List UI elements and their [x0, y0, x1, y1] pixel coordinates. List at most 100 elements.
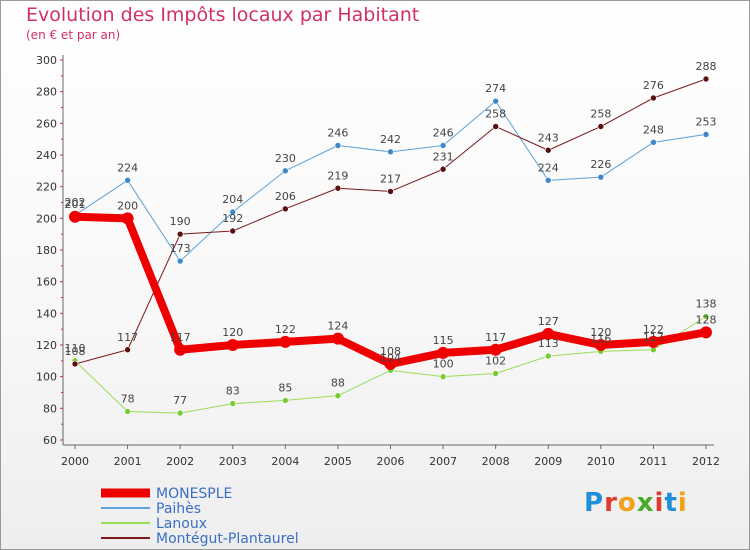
data-label-mont-gut-plantaurel: 219 [327, 169, 348, 182]
data-point-monesple [647, 335, 660, 348]
data-label-lanoux: 116 [590, 332, 611, 345]
axes: 60 80 100 120 140 160 180 200 220 240 260 280 300 200… [36, 54, 720, 468]
y-tick-label: 140 [36, 307, 57, 320]
data-label-mont-gut-plantaurel: 243 [538, 131, 559, 144]
data-point-monesple [331, 332, 344, 345]
x-tick-label: 2007 [429, 455, 457, 468]
data-label-paih-s: 253 [696, 115, 717, 128]
data-label-lanoux: 117 [643, 331, 664, 344]
data-label-paih-s: 224 [538, 161, 559, 174]
data-label-lanoux: 102 [485, 355, 506, 368]
data-point-monesple [594, 339, 607, 351]
logo-letter: x [636, 488, 655, 518]
data-point-paih-s [124, 177, 131, 184]
data-label-lanoux: 83 [226, 385, 240, 398]
x-tick-label: 2008 [482, 455, 510, 468]
data-label-paih-s: 242 [380, 133, 401, 146]
data-label-paih-s: 226 [590, 158, 611, 171]
data-point-monesple [226, 339, 239, 351]
x-tick-label: 2003 [219, 455, 247, 468]
y-tick-label: 300 [36, 54, 57, 67]
data-point-paih-s [387, 148, 394, 156]
data-point-paih-s [492, 97, 499, 105]
legend-label-mont-gut-plantaurel: Montégut-Plantaurel [156, 531, 299, 547]
data-label-monesple: 117 [170, 331, 191, 344]
data-point-mont-gut-plantaurel [71, 360, 79, 368]
data-label-lanoux: 78 [121, 393, 135, 406]
data-label-monesple: 200 [117, 199, 138, 212]
data-label-paih-s: 204 [222, 193, 243, 206]
data-point-mont-gut-plantaurel [176, 230, 184, 238]
data-point-mont-gut-plantaurel [387, 188, 394, 195]
data-point-mont-gut-plantaurel [439, 165, 447, 173]
data-label-monesple: 120 [590, 326, 611, 339]
data-label-mont-gut-plantaurel: 108 [65, 345, 86, 358]
data-point-lanoux [229, 400, 237, 407]
logo-letter: i [654, 488, 665, 518]
x-tick-label: 2004 [271, 455, 299, 468]
data-point-monesple [384, 358, 397, 370]
logo-letter: P [584, 488, 605, 518]
x-tick-label: 2010 [587, 455, 615, 468]
data-point-monesple [121, 212, 134, 225]
x-tick-label: 2001 [114, 455, 142, 468]
data-point-lanoux [702, 313, 710, 320]
legend-label-monesple: MONESPLE [156, 486, 232, 502]
data-label-monesple: 120 [222, 326, 243, 339]
logo-letter: t [664, 488, 678, 518]
data-labels: 110 78 77 83 85 88 104 100 102 113 116 117 138 202 224… [65, 60, 717, 407]
data-label-mont-gut-plantaurel: 258 [485, 108, 506, 121]
data-point-mont-gut-plantaurel [124, 346, 131, 354]
y-tick-label: 240 [36, 149, 57, 162]
data-label-mont-gut-plantaurel: 206 [275, 190, 296, 203]
data-point-mont-gut-plantaurel [229, 227, 237, 235]
data-label-monesple: 115 [433, 334, 454, 347]
y-tick-label: 160 [36, 276, 57, 289]
data-label-lanoux: 113 [538, 337, 559, 350]
data-point-lanoux [544, 352, 552, 360]
x-tick-label: 2005 [324, 455, 352, 468]
y-tick-label: 180 [36, 244, 57, 257]
proxiti-logo: Proxiti [584, 488, 688, 518]
data-label-paih-s: 248 [643, 123, 664, 136]
y-tick-label: 200 [36, 212, 57, 225]
logo-letter: r [604, 488, 618, 518]
data-label-mont-gut-plantaurel: 190 [170, 215, 191, 228]
data-point-paih-s [176, 257, 184, 265]
legend-label-lanoux: Lanoux [156, 516, 207, 532]
data-point-mont-gut-plantaurel [597, 123, 605, 130]
x-tick-label: 2006 [377, 455, 405, 468]
data-label-paih-s: 202 [65, 196, 86, 209]
y-tick-label: 120 [36, 339, 57, 352]
data-point-lanoux [176, 409, 184, 417]
data-label-monesple: 201 [65, 198, 86, 211]
data-point-lanoux [492, 370, 499, 377]
data-label-paih-s: 246 [327, 127, 348, 140]
data-point-monesple [69, 210, 81, 223]
data-point-monesple [279, 335, 292, 348]
data-label-lanoux: 85 [278, 381, 292, 394]
data-label-lanoux: 138 [696, 298, 717, 311]
x-tick-label: 2011 [639, 455, 667, 468]
data-label-paih-s: 274 [485, 82, 506, 95]
legend-label-paih-s: Paihès [156, 501, 201, 517]
data-point-monesple [174, 343, 187, 356]
data-label-mont-gut-plantaurel: 117 [117, 331, 138, 344]
y-tick-label: 260 [36, 117, 57, 130]
x-tick-label: 2002 [166, 455, 194, 468]
data-label-lanoux: 100 [433, 358, 454, 371]
data-point-monesple [489, 343, 502, 356]
data-point-paih-s [597, 173, 605, 181]
data-point-lanoux [439, 373, 447, 380]
chart-subtitle: (en € et par an) [26, 28, 121, 42]
data-point-mont-gut-plantaurel [544, 146, 552, 154]
data-point-paih-s [650, 139, 657, 146]
data-label-monesple: 122 [643, 323, 664, 336]
x-tick-label: 2012 [692, 455, 720, 468]
y-tick-label: 80 [43, 402, 57, 415]
data-label-mont-gut-plantaurel: 258 [590, 108, 611, 121]
data-point-paih-s [282, 167, 289, 175]
